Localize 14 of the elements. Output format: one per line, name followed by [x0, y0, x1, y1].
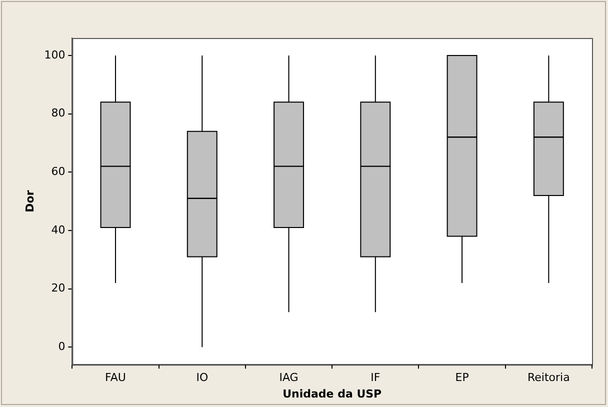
- x-tick-label: IO: [196, 371, 208, 384]
- y-tick-label: 40: [51, 223, 66, 236]
- y-tick-label: 20: [51, 282, 66, 295]
- y-tick-label: 0: [58, 340, 66, 353]
- x-tick-label: EP: [455, 371, 470, 384]
- x-tick-label: IAG: [279, 371, 298, 384]
- x-tick-label: FAU: [105, 371, 126, 384]
- x-tick-label: Reitoria: [528, 371, 570, 384]
- y-axis-title: Dor: [23, 190, 36, 212]
- x-tick-label: IF: [370, 371, 380, 384]
- y-tick-label: 60: [51, 165, 66, 178]
- x-axis-title: Unidade da USP: [282, 387, 382, 400]
- y-tick-label: 100: [44, 48, 66, 62]
- y-tick-label: 80: [51, 106, 66, 120]
